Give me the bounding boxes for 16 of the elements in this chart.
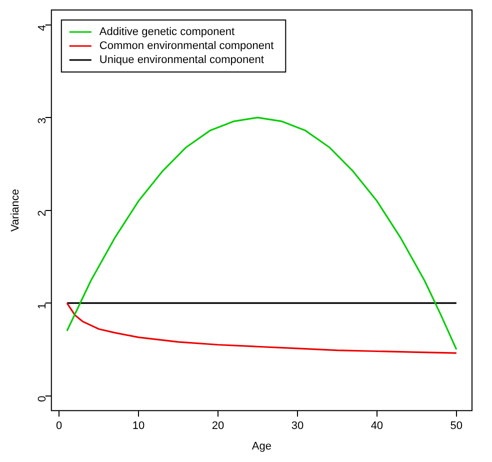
x-tick-label: 20	[212, 420, 224, 432]
y-tick-label: 1	[36, 303, 48, 310]
x-tick-label: 30	[291, 420, 304, 432]
legend-label: Common environmental component	[99, 40, 274, 52]
legend-label: Additive genetic component	[99, 26, 235, 38]
y-axis-title: Variance	[10, 188, 22, 232]
x-tick-label: 10	[132, 420, 145, 432]
y-tick-label: 3	[36, 118, 48, 124]
x-axis-title: Age	[252, 440, 272, 452]
y-tick-label: 0	[36, 396, 48, 402]
legend-label: Unique environmental component	[99, 54, 264, 66]
y-tick-label: 4	[36, 24, 48, 31]
x-tick-label: 40	[370, 420, 384, 432]
x-tick-label: 0	[56, 420, 62, 432]
y-tick-label: 2	[36, 210, 48, 216]
x-tick-label: 50	[450, 420, 463, 432]
